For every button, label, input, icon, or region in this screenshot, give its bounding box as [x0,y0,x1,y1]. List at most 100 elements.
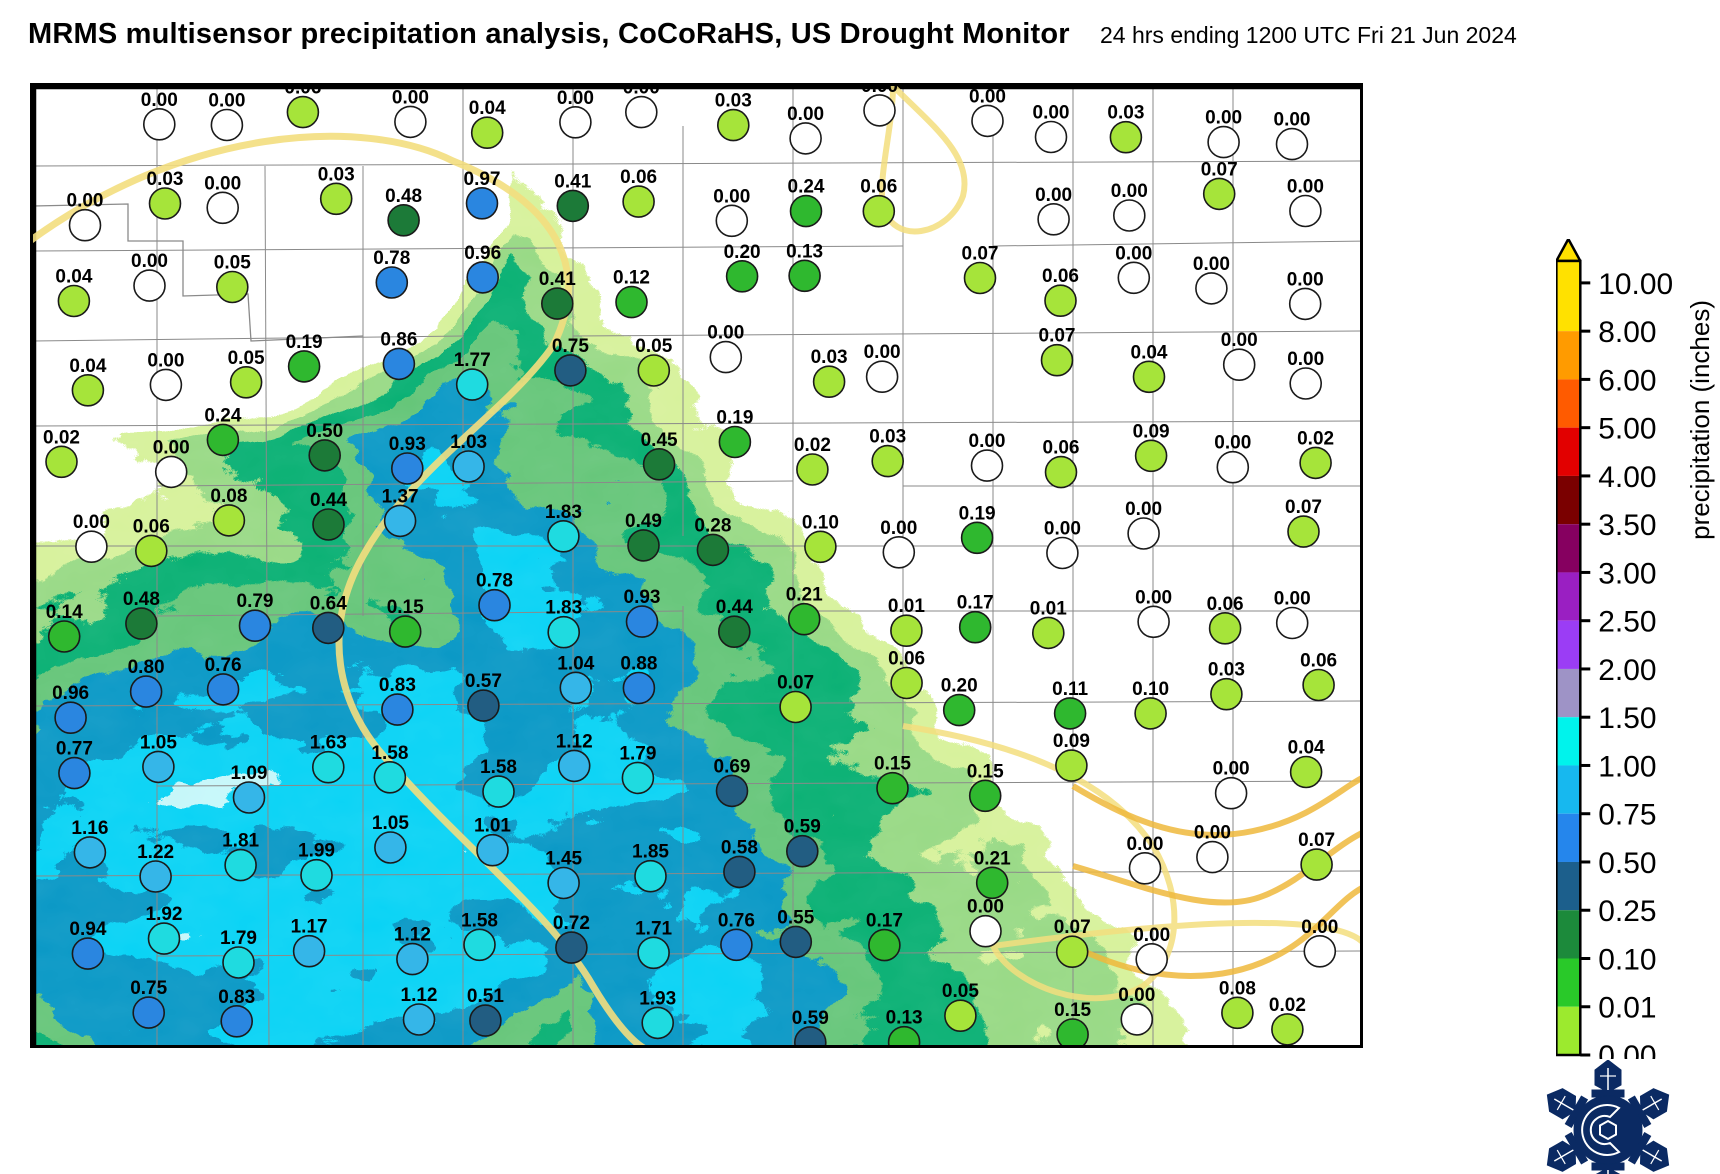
svg-text:0.00: 0.00 [1214,433,1251,454]
svg-text:2.50: 2.50 [1598,606,1656,639]
svg-text:0.03: 0.03 [318,164,355,185]
svg-text:0.00: 0.00 [1035,185,1072,206]
svg-text:0.78: 0.78 [476,571,513,592]
svg-text:1.03: 1.03 [450,432,487,453]
svg-text:1.83: 1.83 [545,502,582,523]
svg-text:0.04: 0.04 [55,267,92,288]
svg-text:0.75: 0.75 [1598,799,1656,832]
svg-text:0.04: 0.04 [469,98,506,119]
svg-text:0.00: 0.00 [1194,823,1231,844]
svg-text:0.79: 0.79 [237,591,274,612]
svg-text:0.48: 0.48 [123,589,160,610]
svg-text:0.01: 0.01 [888,596,925,617]
svg-text:0.00: 0.00 [1205,108,1242,129]
svg-text:0.80: 0.80 [128,657,165,678]
svg-text:0.15: 0.15 [1054,1000,1091,1021]
svg-text:1.22: 1.22 [137,842,174,863]
svg-text:0.75: 0.75 [552,336,589,357]
svg-text:1.05: 1.05 [140,732,177,753]
svg-text:0.21: 0.21 [974,848,1011,869]
svg-text:0.00: 0.00 [1135,587,1172,608]
svg-text:0.09: 0.09 [1133,421,1170,442]
svg-text:0.00: 0.00 [208,91,245,112]
svg-text:0.00: 0.00 [864,342,901,363]
svg-text:0.00: 0.00 [1301,917,1338,938]
svg-text:0.00: 0.00 [880,518,917,539]
svg-text:1.37: 1.37 [382,486,419,507]
svg-text:0.00: 0.00 [1274,110,1311,131]
svg-text:0.02: 0.02 [43,427,80,448]
svg-text:1.58: 1.58 [371,743,408,764]
svg-text:0.02: 0.02 [1297,428,1334,449]
svg-text:0.64: 0.64 [310,593,347,614]
svg-text:0.03: 0.03 [715,91,752,112]
svg-text:0.07: 0.07 [1201,159,1238,180]
svg-text:0.19: 0.19 [716,408,753,429]
svg-text:0.00: 0.00 [1118,985,1155,1006]
svg-text:0.03: 0.03 [869,427,906,448]
svg-text:0.06: 0.06 [1042,266,1079,287]
svg-text:0.00: 0.00 [969,431,1006,452]
svg-text:0.10: 0.10 [1132,679,1169,700]
svg-text:0.48: 0.48 [385,186,422,207]
svg-text:0.01: 0.01 [1598,992,1656,1025]
svg-text:0.00: 0.00 [1598,1040,1656,1059]
svg-text:6.00: 6.00 [1598,364,1656,397]
svg-text:0.72: 0.72 [553,913,590,934]
svg-text:1.12: 1.12 [556,731,593,752]
svg-text:0.14: 0.14 [46,602,83,623]
svg-text:0.00: 0.00 [1133,925,1170,946]
svg-text:0.57: 0.57 [465,671,502,692]
svg-text:1.09: 1.09 [231,763,268,784]
svg-text:1.79: 1.79 [220,928,257,949]
svg-text:0.00: 0.00 [1127,834,1164,855]
svg-text:0.06: 0.06 [284,86,321,99]
svg-text:0.59: 0.59 [784,817,821,838]
svg-text:0.06: 0.06 [888,649,925,670]
svg-text:0.07: 0.07 [1298,830,1335,851]
svg-text:0.00: 0.00 [969,86,1006,107]
svg-text:0.19: 0.19 [286,332,323,353]
svg-text:0.93: 0.93 [624,587,661,608]
svg-text:0.03: 0.03 [147,169,184,190]
svg-text:0.00: 0.00 [1044,519,1081,540]
svg-text:0.97: 0.97 [464,169,501,190]
svg-text:0.25: 0.25 [1598,895,1656,928]
svg-text:1.77: 1.77 [454,350,491,371]
svg-text:0.00: 0.00 [141,90,178,111]
svg-text:0.41: 0.41 [554,171,591,192]
svg-text:0.15: 0.15 [967,761,1004,782]
svg-text:0.76: 0.76 [205,655,242,676]
svg-text:0.00: 0.00 [861,86,898,97]
svg-text:0.24: 0.24 [788,177,825,198]
svg-text:0.00: 0.00 [1111,181,1148,202]
svg-text:1.71: 1.71 [635,918,672,939]
svg-text:0.58: 0.58 [721,837,758,858]
svg-text:1.58: 1.58 [480,757,517,778]
svg-text:0.13: 0.13 [886,1008,923,1029]
svg-text:0.01: 0.01 [1030,598,1067,619]
svg-text:0.83: 0.83 [218,987,255,1008]
svg-text:0.02: 0.02 [1269,995,1306,1016]
svg-text:0.51: 0.51 [467,986,504,1007]
svg-text:1.05: 1.05 [372,813,409,834]
svg-text:0.00: 0.00 [147,350,184,371]
svg-text:0.00: 0.00 [204,173,241,194]
svg-text:0.00: 0.00 [131,251,168,272]
svg-text:0.06: 0.06 [860,177,897,198]
svg-text:1.63: 1.63 [310,733,347,754]
svg-text:0.02: 0.02 [794,435,831,456]
svg-text:0.55: 0.55 [777,907,814,928]
svg-text:0.11: 0.11 [1052,679,1088,700]
svg-text:0.96: 0.96 [52,683,89,704]
svg-text:0.41: 0.41 [539,269,576,290]
svg-text:5.00: 5.00 [1598,413,1656,446]
svg-text:0.07: 0.07 [777,673,814,694]
svg-text:1.85: 1.85 [632,842,669,863]
svg-text:1.45: 1.45 [545,849,582,870]
svg-text:0.44: 0.44 [716,597,753,618]
svg-text:0.15: 0.15 [874,754,911,775]
svg-text:0.00: 0.00 [1193,254,1230,275]
svg-text:10.00: 10.00 [1598,268,1673,301]
svg-text:1.04: 1.04 [557,653,594,674]
